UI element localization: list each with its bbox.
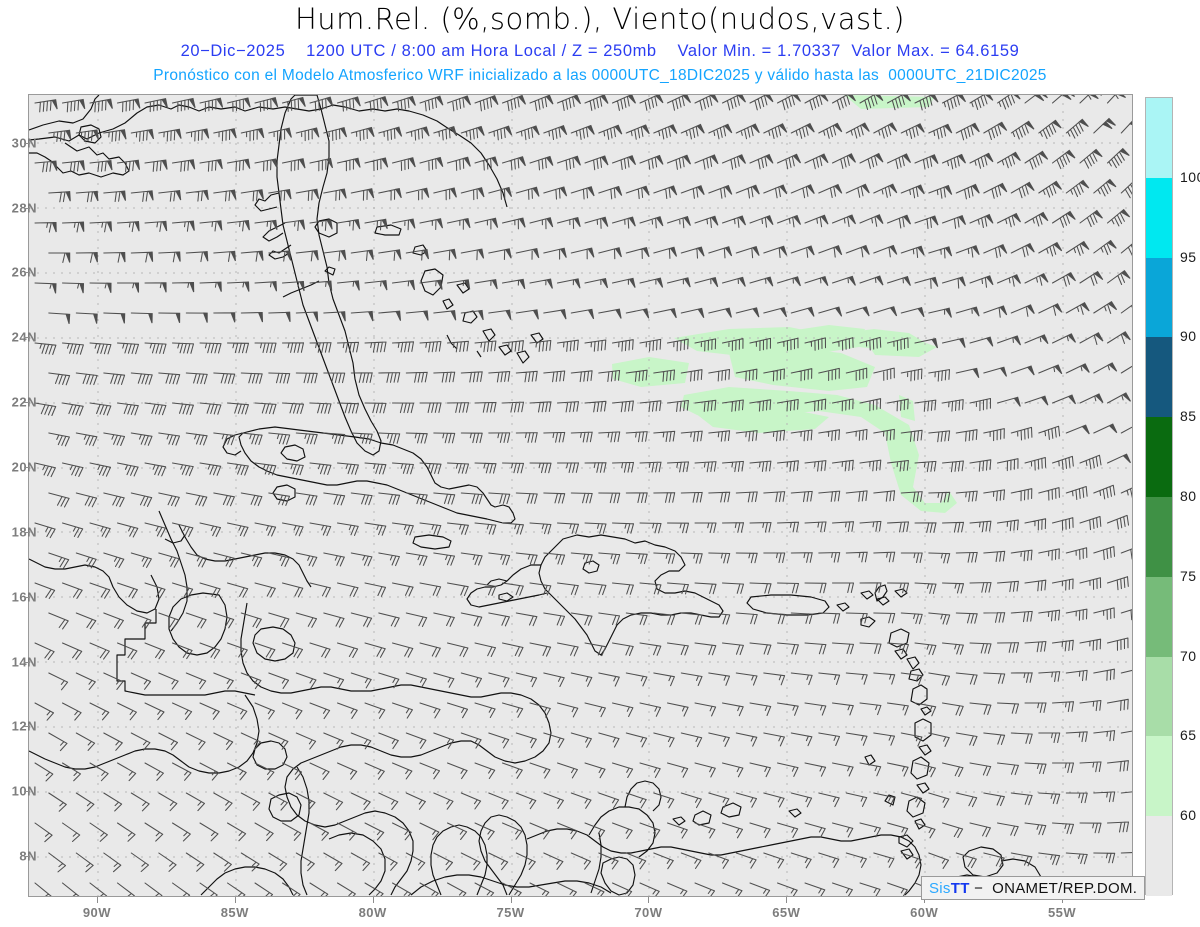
y-axis-tick <box>24 856 30 858</box>
map-plot-area[interactable] <box>28 94 1133 897</box>
y-axis-tick <box>24 726 30 728</box>
y-axis-tick <box>24 531 30 533</box>
x-axis-label-75W: 75W <box>496 905 525 920</box>
colorbar-tick-100: 100 <box>1180 168 1200 185</box>
map-canvas <box>29 95 1132 896</box>
x-axis-tick <box>96 897 98 903</box>
x-axis-tick <box>510 897 512 903</box>
colorbar-segment-3 <box>1146 337 1172 418</box>
y-axis-tick <box>24 402 30 404</box>
x-axis-label-90W: 90W <box>82 905 112 920</box>
subtitle-line-1: 20−Dic−2025 1200 UTC / 8:00 am Hora Loca… <box>180 42 1020 60</box>
wind-barbs <box>34 95 1132 896</box>
colorbar-segment-6 <box>1146 576 1172 657</box>
y-axis-tick <box>24 337 30 339</box>
x-axis-label-65W: 65W <box>772 905 801 920</box>
y-axis-tick <box>24 661 30 663</box>
x-axis-tick <box>372 897 374 903</box>
colorbar-tick-80: 80 <box>1180 488 1197 504</box>
x-axis-tick <box>648 897 650 903</box>
page-title: Hum.Rel. (%,somb.), Viento(nudos,vast.) <box>295 2 905 36</box>
y-axis-tick <box>24 596 30 598</box>
colorbar-tick-60: 60 <box>1180 807 1197 824</box>
x-axis-label-70W: 70W <box>634 905 663 920</box>
sistt-onamet-logo: Sis TT − ONAMET/REP.DOM. <box>921 876 1146 900</box>
colorbar-segment-2 <box>1146 257 1172 338</box>
x-axis-label-60W: 60W <box>910 905 939 920</box>
colorbar-tick-75: 75 <box>1180 567 1197 584</box>
colorbar-segment-7 <box>1146 656 1172 737</box>
y-axis-tick <box>24 272 30 274</box>
colorbar[interactable] <box>1145 97 1173 897</box>
subtitle-line-2: Pronóstico con el Modelo Atmosferico WRF… <box>153 67 1047 84</box>
wind-barb-field <box>34 95 1132 896</box>
colorbar-tick-65: 65 <box>1180 727 1197 744</box>
colorbar-tick-85: 85 <box>1180 408 1197 425</box>
y-axis-tick <box>24 207 30 209</box>
x-axis-tick <box>1062 897 1064 903</box>
colorbar-segment-0 <box>1146 98 1172 178</box>
logo-agency-text: − ONAMET/REP.DOM. <box>969 879 1138 897</box>
colorbar-segment-9 <box>1146 816 1172 897</box>
colorbar-tick-90: 90 <box>1180 328 1197 345</box>
colorbar-tick-95: 95 <box>1180 248 1197 265</box>
x-axis-label-55W: 55W <box>1047 905 1077 920</box>
colorbar-tick-70: 70 <box>1180 647 1197 664</box>
x-axis-tick <box>786 897 788 903</box>
x-axis-label-85W: 85W <box>220 905 249 920</box>
logo-tt-text: TT <box>950 879 970 897</box>
y-axis-tick <box>24 791 30 793</box>
colorbar-segment-4 <box>1146 417 1172 498</box>
x-axis-tick <box>924 897 926 903</box>
x-axis-tick <box>234 897 236 903</box>
colorbar-segment-1 <box>1146 177 1172 258</box>
logo-sis-text: Sis <box>929 879 951 897</box>
x-axis-label-80W: 80W <box>358 905 387 920</box>
y-axis-tick <box>24 466 30 468</box>
map-graticule <box>29 95 1132 896</box>
colorbar-segment-5 <box>1146 497 1172 577</box>
y-axis-tick <box>24 142 30 144</box>
colorbar-segment-8 <box>1146 736 1172 817</box>
